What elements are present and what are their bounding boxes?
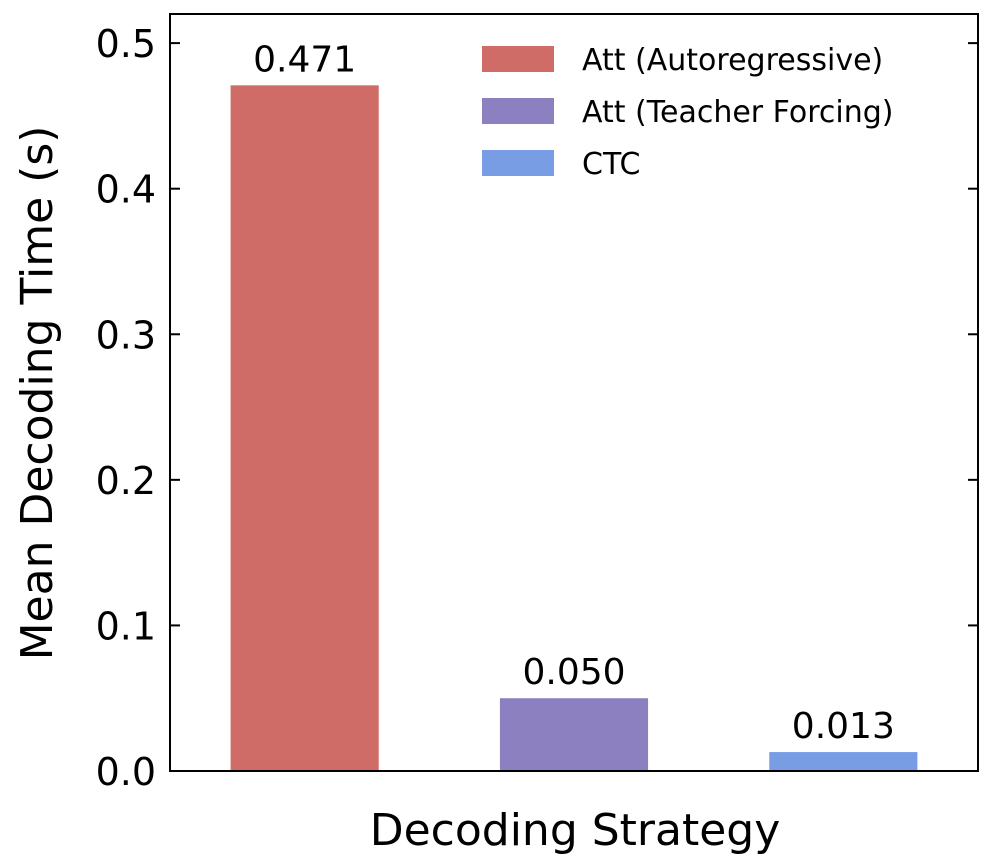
y-tick-label: 0.4 bbox=[96, 168, 156, 212]
bar-value-label: 0.471 bbox=[253, 39, 356, 80]
y-axis-ticks: 0.0 0.1 0.2 0.3 0.4 0.5 bbox=[96, 22, 978, 794]
y-tick-label: 0.1 bbox=[96, 604, 156, 648]
bar-value-label: 0.013 bbox=[792, 706, 895, 747]
y-tick-label: 0.5 bbox=[96, 22, 156, 66]
legend-entry: Att (Teacher Forcing) bbox=[582, 95, 893, 130]
bar-2 bbox=[499, 698, 649, 771]
y-tick-label: 0.2 bbox=[96, 459, 156, 503]
legend-swatch bbox=[482, 150, 554, 176]
legend-entry: Att (Autoregressive) bbox=[582, 43, 883, 78]
legend-entry: CTC bbox=[582, 147, 640, 182]
legend: Att (Autoregressive) Att (Teacher Forcing… bbox=[482, 43, 893, 182]
legend-swatch bbox=[482, 98, 554, 124]
bar-value-label: 0.050 bbox=[522, 652, 625, 693]
bar-1 bbox=[230, 85, 379, 771]
legend-swatch bbox=[482, 46, 554, 72]
bars bbox=[230, 85, 918, 771]
bar-3 bbox=[769, 752, 918, 771]
y-tick-label: 0.0 bbox=[96, 750, 156, 794]
y-axis-label: Mean Decoding Time (s) bbox=[12, 126, 63, 661]
y-tick-label: 0.3 bbox=[96, 313, 156, 357]
data-labels: 0.471 0.050 0.013 bbox=[253, 39, 895, 747]
plot-frame bbox=[169, 13, 979, 772]
x-axis-label: Decoding Strategy bbox=[370, 805, 781, 856]
